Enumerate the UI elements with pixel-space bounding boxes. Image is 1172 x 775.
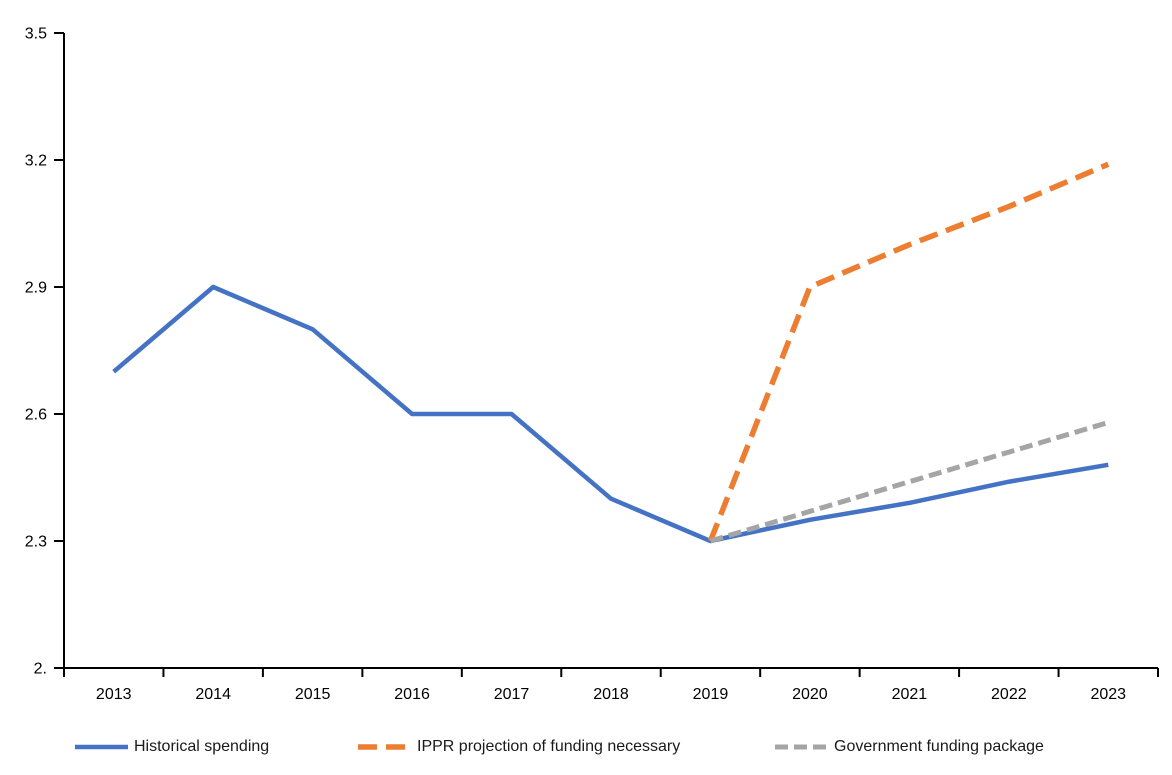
y-axis-label: 2.6: [25, 407, 47, 424]
y-axis-label: 3.5: [25, 26, 47, 43]
x-axis-label: 2019: [693, 686, 729, 703]
x-axis-label: 2022: [991, 686, 1027, 703]
legend-label: Government funding package: [834, 738, 1044, 755]
legend-label: IPPR projection of funding necessary: [417, 738, 681, 755]
series-line-historical-spending: [112, 284, 1109, 544]
chart-legend: Historical spending IPPR projection of fu…: [0, 734, 1172, 762]
series-line-ippr-projection-of-funding-necessary: [707, 161, 1110, 543]
series-line-government-funding-package: [709, 420, 1109, 544]
x-axis-label: 2015: [295, 686, 331, 703]
y-axis-label: 3.2: [25, 153, 47, 170]
x-axis-label: 2020: [792, 686, 828, 703]
x-axis-label: 2016: [394, 686, 430, 703]
y-axis-label: 2.3: [25, 534, 47, 551]
legend-item-ippr-projection-of-funding-necessary: IPPR projection of funding necessary: [358, 734, 680, 760]
x-axis-label: 2021: [892, 686, 928, 703]
legend-swatch-dashed-line-icon: [358, 744, 411, 750]
legend-swatch-dashed-line-icon: [775, 744, 828, 750]
legend-swatch-solid-line-icon: [75, 744, 128, 750]
y-axis-label: 2.: [34, 661, 47, 678]
x-axis-label: 2018: [593, 686, 629, 703]
legend-item-government-funding-package: Government funding package: [775, 734, 1044, 760]
x-axis-label: 2023: [1090, 686, 1126, 703]
x-axis-label: 2013: [96, 686, 132, 703]
legend-item-historical-spending: Historical spending: [75, 734, 269, 760]
y-axis-label: 2.9: [25, 280, 47, 297]
x-axis-label: 2014: [195, 686, 231, 703]
x-axis-label: 2017: [494, 686, 530, 703]
legend-label: Historical spending: [134, 738, 270, 755]
